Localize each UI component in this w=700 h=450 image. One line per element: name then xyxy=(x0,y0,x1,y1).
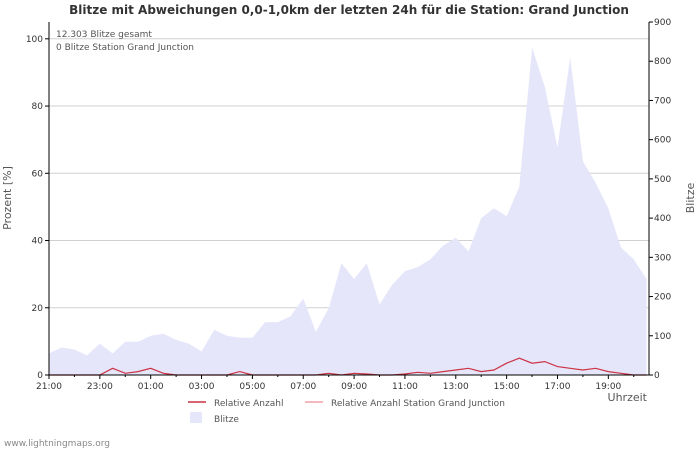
x-tick-label: 03:00 xyxy=(189,382,215,392)
right-tick-label: 100 xyxy=(654,332,671,342)
x-axis-label: Uhrzeit xyxy=(608,391,648,404)
right-tick-label: 300 xyxy=(654,253,671,263)
left-axis-ticks: 0 20 40 60 80 100 xyxy=(26,35,49,381)
legend: Relative Anzahl Relative Anzahl Station … xyxy=(188,399,505,425)
right-tick-label: 400 xyxy=(654,214,671,224)
x-tick-label: 15:00 xyxy=(494,382,520,392)
annotation-station: 0 Blitze Station Grand Junction xyxy=(56,43,194,53)
x-tick-label: 21:00 xyxy=(36,382,62,392)
left-tick-label: 0 xyxy=(37,371,43,381)
right-tick-label: 600 xyxy=(654,136,671,146)
x-tick-label: 23:00 xyxy=(87,382,113,392)
left-tick-label: 20 xyxy=(32,304,44,314)
x-tick-label: 05:00 xyxy=(239,382,265,392)
x-tick-label: 11:00 xyxy=(392,382,418,392)
right-tick-label: 0 xyxy=(654,371,660,381)
left-tick-label: 80 xyxy=(32,102,44,112)
watermark: www.lightningmaps.org xyxy=(4,439,110,449)
right-tick-label: 700 xyxy=(654,96,671,106)
x-tick-label: 19:00 xyxy=(595,382,621,392)
left-tick-label: 40 xyxy=(32,237,44,247)
x-tick-label: 07:00 xyxy=(290,382,316,392)
annotation-total: 12.303 Blitze gesamt xyxy=(56,30,152,40)
x-tick-label: 17:00 xyxy=(545,382,571,392)
x-tick-label: 01:00 xyxy=(138,382,164,392)
right-axis-ticks: 0 100 200 300 400 500 600 700 800 900 xyxy=(649,18,671,381)
left-tick-label: 60 xyxy=(32,169,44,179)
legend-label-relative-anzahl-station: Relative Anzahl Station Grand Junction xyxy=(331,399,505,409)
legend-label-blitze: Blitze xyxy=(214,415,239,425)
right-tick-label: 900 xyxy=(654,18,671,28)
chart-title: Blitze mit Abweichungen 0,0-1,0km der le… xyxy=(69,3,629,17)
legend-swatch-blitze xyxy=(190,412,202,423)
axes xyxy=(48,22,650,376)
legend-label-relative-anzahl: Relative Anzahl xyxy=(214,399,283,409)
left-tick-label: 100 xyxy=(26,35,43,45)
right-tick-label: 800 xyxy=(654,57,671,67)
x-axis-ticks: 21:00 23:00 01:00 03:00 05:00 07:00 09:00 11:00… xyxy=(36,375,635,392)
x-tick-label: 13:00 xyxy=(443,382,469,392)
series-area-blitze xyxy=(49,47,647,375)
y-axis-label-right: Blitze xyxy=(684,183,697,214)
x-tick-label: 09:00 xyxy=(341,382,367,392)
right-tick-label: 200 xyxy=(654,293,671,303)
y-axis-label-left: Prozent [%] xyxy=(1,166,14,230)
right-tick-label: 500 xyxy=(654,175,671,185)
blitze-area-layer xyxy=(49,47,647,375)
